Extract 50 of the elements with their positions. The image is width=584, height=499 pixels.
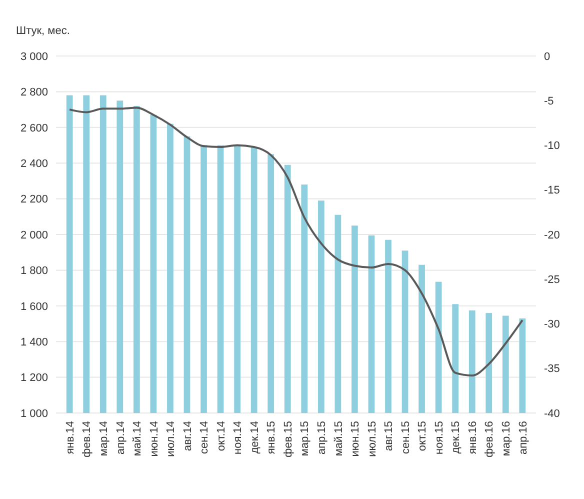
y-tick-label: 2 200 xyxy=(20,194,48,206)
y-tick-label: 2 800 xyxy=(20,86,48,99)
x-tick-label: янв.15 xyxy=(266,421,278,454)
y2-tick-label: -30 xyxy=(544,318,560,331)
x-tick-label: июл.14 xyxy=(165,421,178,457)
x-tick-label: мар.14 xyxy=(98,421,110,456)
x-tick-label: мар.15 xyxy=(299,421,312,456)
y2-tick-label: -25 xyxy=(544,274,560,286)
y2-tick-label: 0 xyxy=(544,50,550,63)
y-tick-label: 1 400 xyxy=(20,336,48,348)
x-tick-label: ноя.15 xyxy=(433,421,446,454)
y-tick-label: 3 000 xyxy=(20,50,48,63)
x-tick-label: май.15 xyxy=(332,421,345,456)
y2-tick-label: -20 xyxy=(544,229,560,242)
x-tick-label: авг.14 xyxy=(182,421,194,451)
x-tick-label: июн.14 xyxy=(148,421,160,457)
y-tick-label: 1 200 xyxy=(20,372,48,384)
y-tick-label: 2 600 xyxy=(20,122,48,134)
x-tick-label: фев.16 xyxy=(484,421,496,458)
x-tick-label: июл.15 xyxy=(366,421,378,457)
x-tick-label: фев.15 xyxy=(282,421,294,458)
y-axis-title: Штук, мес. xyxy=(16,25,70,37)
x-tick-label: апр.14 xyxy=(114,421,127,454)
x-tick-label: дек.15 xyxy=(450,421,462,454)
y-tick-label: 1 000 xyxy=(20,408,48,420)
x-tick-label: авг.15 xyxy=(383,421,396,451)
y-tick-label: 2 400 xyxy=(20,158,48,170)
y-tick-label: 1 600 xyxy=(20,300,48,313)
y2-tick-label: -15 xyxy=(544,184,560,197)
y-tick-label: 1 800 xyxy=(20,265,48,278)
x-tick-label: янв.14 xyxy=(64,421,76,454)
x-tick-label: июн.15 xyxy=(350,421,362,457)
x-tick-label: сен.14 xyxy=(198,421,211,454)
x-tick-label: мар.16 xyxy=(500,421,512,456)
y-tick-label: 2 000 xyxy=(20,229,48,242)
x-tick-label: май.14 xyxy=(132,421,144,456)
y2-tick-label: -10 xyxy=(544,140,560,152)
x-tick-label: ноя.14 xyxy=(232,421,244,454)
x-tick-label: дек.14 xyxy=(248,421,261,454)
x-tick-label: фев.14 xyxy=(81,421,94,458)
y2-tick-label: -35 xyxy=(544,363,560,376)
x-tick-label: окт.15 xyxy=(416,421,429,452)
x-tick-label: апр.15 xyxy=(316,421,328,454)
x-tick-label: сен.15 xyxy=(400,421,412,454)
y2-tick-label: -40 xyxy=(544,408,560,420)
x-tick-label: апр.16 xyxy=(517,421,530,454)
x-tick-label: окт.14 xyxy=(215,421,228,452)
x-tick-label: янв.16 xyxy=(466,421,479,454)
line-series xyxy=(68,106,524,377)
y2-tick-label: -5 xyxy=(544,95,554,108)
